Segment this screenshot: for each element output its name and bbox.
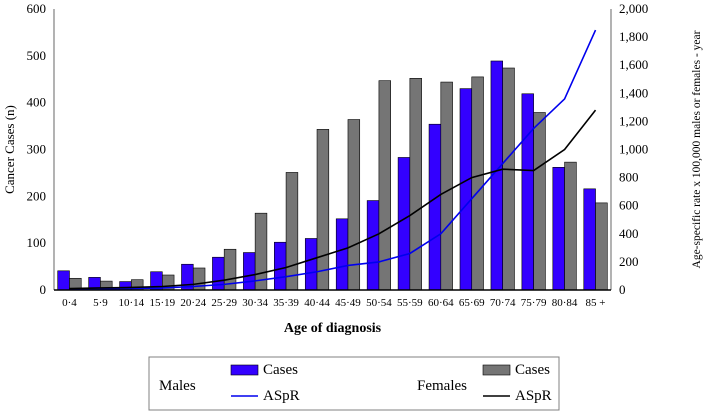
svg-text:2,000: 2,000 xyxy=(619,1,648,16)
svg-text:1,200: 1,200 xyxy=(619,113,648,128)
svg-text:Males: Males xyxy=(159,378,196,394)
svg-text:25·29: 25·29 xyxy=(211,297,237,309)
svg-text:0·4: 0·4 xyxy=(62,297,77,309)
svg-text:55·59: 55·59 xyxy=(397,297,423,309)
svg-text:0: 0 xyxy=(40,282,47,297)
svg-text:200: 200 xyxy=(619,254,639,269)
svg-text:40·44: 40·44 xyxy=(304,297,330,309)
svg-text:ASpR: ASpR xyxy=(263,388,300,404)
svg-text:Females: Females xyxy=(417,378,467,394)
svg-text:Cases: Cases xyxy=(263,362,298,378)
svg-text:30·34: 30·34 xyxy=(242,297,268,309)
svg-text:600: 600 xyxy=(27,1,47,16)
svg-text:35·39: 35·39 xyxy=(273,297,299,309)
svg-text:50·54: 50·54 xyxy=(366,297,392,309)
svg-text:1,000: 1,000 xyxy=(619,142,648,157)
svg-text:200: 200 xyxy=(27,188,47,203)
svg-text:60·64: 60·64 xyxy=(428,297,454,309)
svg-text:10·14: 10·14 xyxy=(119,297,145,309)
svg-text:0: 0 xyxy=(619,282,626,297)
svg-text:70·74: 70·74 xyxy=(490,297,516,309)
svg-text:85 +: 85 + xyxy=(586,297,606,309)
svg-text:800: 800 xyxy=(619,170,639,185)
svg-text:20·24: 20·24 xyxy=(180,297,206,309)
svg-text:1,800: 1,800 xyxy=(619,29,648,44)
svg-text:Cancer Cases (n): Cancer Cases (n) xyxy=(2,105,17,194)
svg-text:600: 600 xyxy=(619,198,639,213)
svg-text:Age of diagnosis: Age of diagnosis xyxy=(284,321,382,336)
svg-text:ASpR: ASpR xyxy=(515,388,552,404)
svg-text:300: 300 xyxy=(27,142,47,157)
svg-text:Cases: Cases xyxy=(515,362,550,378)
svg-text:Age-specific rate x 100,000 ma: Age-specific rate x 100,000 males or fem… xyxy=(691,30,703,268)
svg-text:65·69: 65·69 xyxy=(459,297,485,309)
svg-text:5·9: 5·9 xyxy=(93,297,108,309)
svg-text:100: 100 xyxy=(27,235,47,250)
svg-text:15·19: 15·19 xyxy=(149,297,175,309)
svg-text:400: 400 xyxy=(27,95,47,110)
svg-text:75·79: 75·79 xyxy=(521,297,547,309)
svg-text:80·84: 80·84 xyxy=(552,297,578,309)
svg-text:400: 400 xyxy=(619,226,639,241)
svg-text:45·49: 45·49 xyxy=(335,297,361,309)
svg-text:500: 500 xyxy=(27,48,47,63)
svg-text:1,600: 1,600 xyxy=(619,57,648,72)
svg-text:1,400: 1,400 xyxy=(619,85,648,100)
